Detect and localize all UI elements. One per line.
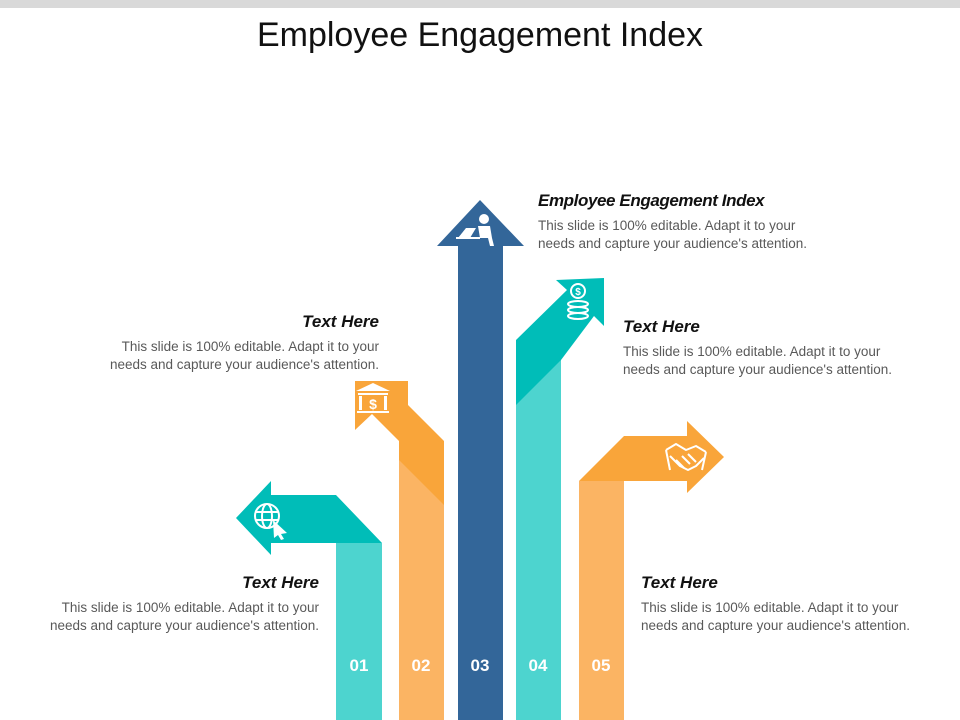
svg-text:$: $ <box>369 396 377 412</box>
arrow-03-number: 03 <box>471 656 490 675</box>
text-block-04: Text Here This slide is 100% editable. A… <box>623 317 943 379</box>
arrow-05-stem <box>579 481 624 720</box>
arrow-05 <box>579 421 724 720</box>
text-block-01-line2: needs and capture your audience's attent… <box>49 618 319 633</box>
arrow-02-number: 02 <box>412 656 431 675</box>
text-block-02-body: This slide is 100% editable. Adapt it to… <box>59 338 379 374</box>
text-block-03-body: This slide is 100% editable. Adapt it to… <box>538 217 858 253</box>
arrow-01-stem <box>336 543 382 720</box>
text-block-03-title: Employee Engagement Index <box>538 191 765 210</box>
text-block-03: Employee Engagement Index This slide is … <box>538 191 858 253</box>
arrow-04: $ <box>516 278 604 720</box>
coin-stack-icon: $ <box>567 283 589 320</box>
arrow-04-number: 04 <box>529 656 548 675</box>
text-block-03-line2: needs and capture your audience's attent… <box>538 236 808 251</box>
svg-text:$: $ <box>575 287 581 298</box>
text-block-04-line2: needs and capture your audience's attent… <box>623 362 893 377</box>
text-block-01-line1: This slide is 100% editable. Adapt it to… <box>61 600 319 615</box>
person-laptop-icon <box>456 214 494 246</box>
arrow-03-body <box>437 200 524 720</box>
slide-title: Employee Engagement Index <box>256 16 704 54</box>
text-block-04-title: Text Here <box>623 317 700 336</box>
text-block-04-line1: This slide is 100% editable. Adapt it to… <box>623 344 881 359</box>
arrow-01-number: 01 <box>350 656 369 675</box>
top-bar <box>0 0 960 8</box>
bank-dollar-icon: $ <box>356 383 390 413</box>
text-block-05-body: This slide is 100% editable. Adapt it to… <box>641 599 951 635</box>
arrow-02: $ <box>355 381 444 720</box>
globe-cursor-icon <box>254 503 287 540</box>
text-block-05-title: Text Here <box>641 573 718 592</box>
text-block-02: Text Here This slide is 100% editable. A… <box>59 312 379 374</box>
arrow-05-number: 05 <box>592 656 611 675</box>
arrow-02-stem <box>399 460 444 720</box>
arrow-01-head <box>236 481 382 555</box>
text-block-04-body: This slide is 100% editable. Adapt it to… <box>623 343 943 379</box>
handshake-icon <box>665 443 707 471</box>
arrow-04-head <box>516 278 604 405</box>
arrow-01 <box>236 481 382 720</box>
arrow-04-stem <box>516 360 561 720</box>
arrow-03 <box>437 200 524 720</box>
text-block-02-title: Text Here <box>302 312 379 331</box>
arrow-05-head <box>579 421 724 493</box>
text-block-01: Text Here This slide is 100% editable. A… <box>0 573 319 635</box>
text-block-05-line1: This slide is 100% editable. Adapt it to… <box>641 600 899 615</box>
text-block-01-body: This slide is 100% editable. Adapt it to… <box>0 599 319 635</box>
text-block-02-line1: This slide is 100% editable. Adapt it to… <box>121 339 379 354</box>
text-block-03-line1: This slide is 100% editable. Adapt it to… <box>538 218 796 233</box>
text-block-02-line2: needs and capture your audience's attent… <box>109 357 379 372</box>
text-block-05-line2: needs and capture your audience's attent… <box>641 618 911 633</box>
text-block-01-title: Text Here <box>242 573 319 592</box>
text-block-05: Text Here This slide is 100% editable. A… <box>641 573 951 635</box>
